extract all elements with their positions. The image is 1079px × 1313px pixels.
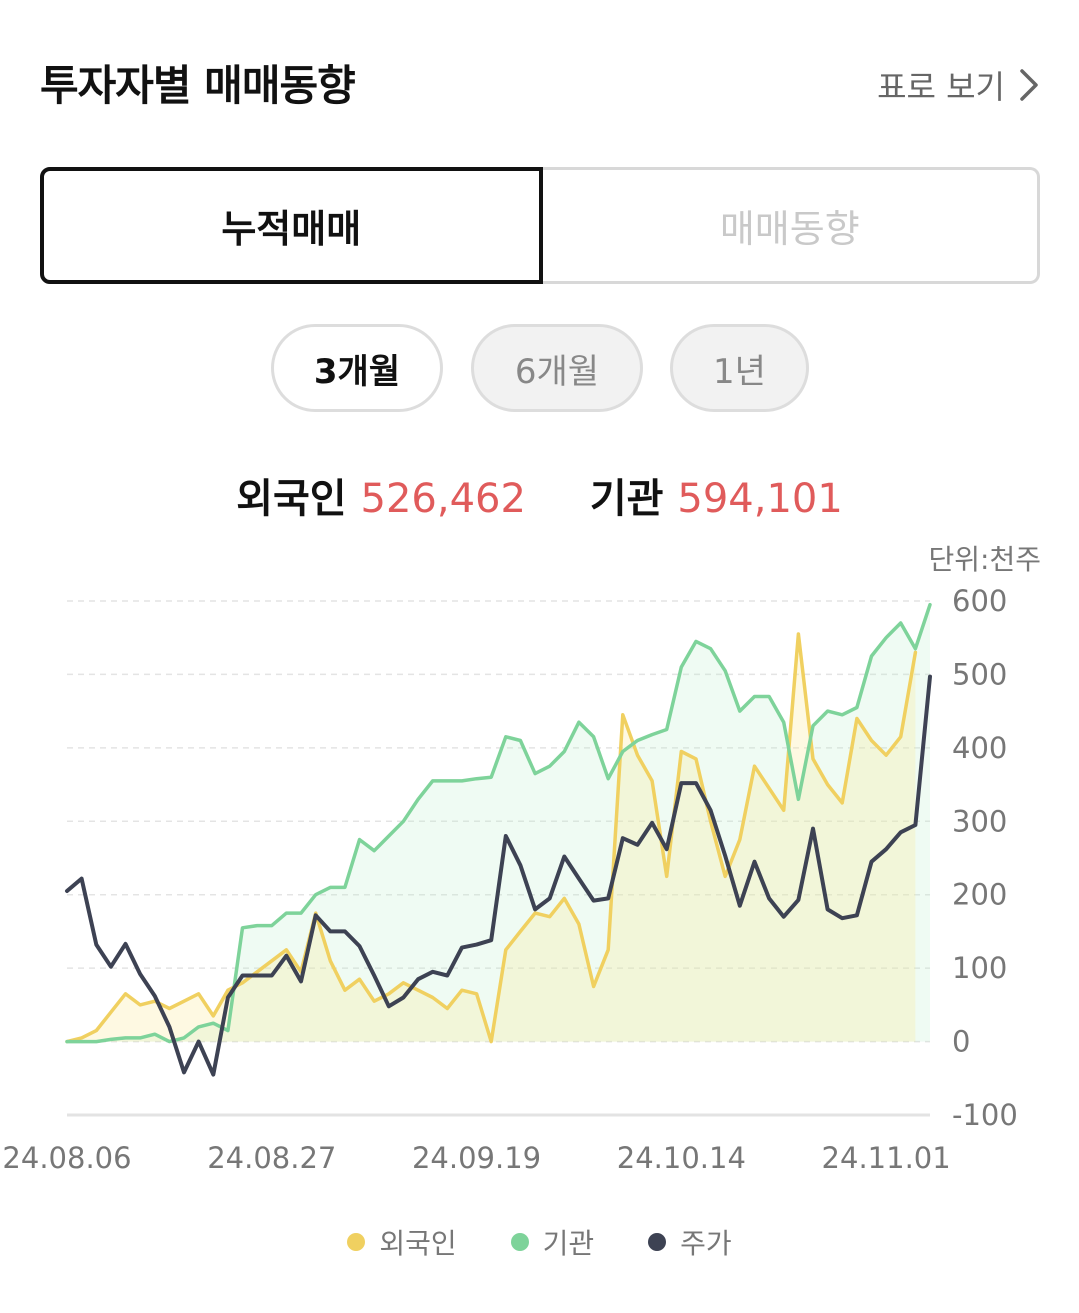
area-institution — [67, 604, 930, 1042]
legend-dot-foreign — [347, 1233, 366, 1251]
foreign-label: 외국인 — [236, 476, 347, 522]
legend-dot-price — [648, 1233, 667, 1251]
y-tick-label: 500 — [952, 657, 1007, 691]
x-tick-label: 24.10.14 — [617, 1141, 746, 1175]
period-6m-button[interactable]: 6개월 — [471, 324, 643, 412]
y-tick-label: 100 — [952, 951, 1007, 985]
series-line-institution[interactable] — [65, 602, 932, 1044]
page-title: 투자자별 매매동향 — [40, 61, 356, 110]
period-selector: 3개월 6개월 1년 — [0, 324, 1079, 416]
period-3m-button[interactable]: 3개월 — [271, 324, 443, 412]
x-tick-label: 24.11.01 — [822, 1141, 951, 1175]
legend-label-foreign: 외국인 — [379, 1227, 457, 1260]
tab-cumulative[interactable]: 누적매매 — [40, 167, 543, 284]
legend-dot-institution — [510, 1233, 529, 1251]
unit-label: 단위:천주 — [928, 543, 1041, 576]
cumulative-summary: 외국인 526,462 기관 594,101 — [0, 466, 1079, 524]
foreign-value: 526,462 — [360, 476, 526, 522]
series-line-price[interactable] — [65, 674, 932, 1077]
area-foreign — [67, 634, 916, 1042]
header: 투자자별 매매동향 표로 보기 — [40, 52, 1039, 112]
view-table-link[interactable]: 표로 보기 — [877, 62, 1039, 108]
x-tick-label: 24.08.06 — [2, 1141, 131, 1175]
y-tick-label: 600 — [952, 584, 1007, 618]
y-tick-label: -100 — [952, 1098, 1018, 1132]
legend-item-foreign[interactable]: 외국인 — [347, 1222, 457, 1262]
legend-item-price[interactable]: 주가 — [648, 1222, 732, 1262]
investor-trend-chart: 600 500 400 300 200 100 0 -100 24.08.06 24.08.27 2… — [2, 584, 1018, 1175]
x-tick-label: 24.08.27 — [207, 1141, 336, 1175]
view-table-label: 표로 보기 — [877, 68, 1005, 106]
y-tick-label: 300 — [952, 804, 1007, 838]
legend-label-price: 주가 — [680, 1227, 732, 1260]
series-line-foreign[interactable] — [65, 632, 918, 1044]
y-tick-label: 200 — [952, 878, 1007, 912]
chevron-right-icon — [1020, 69, 1038, 101]
view-mode-tabs: 누적매매 매매동향 — [40, 167, 1040, 284]
period-1y-button[interactable]: 1년 — [670, 324, 809, 412]
tab-trend[interactable]: 매매동향 — [542, 167, 1040, 284]
legend-label-institution: 기관 — [542, 1227, 595, 1260]
legend-item-institution[interactable]: 기관 — [510, 1222, 595, 1262]
x-tick-label: 24.09.19 — [412, 1141, 541, 1175]
chart-legend: 외국인 기관 주가 — [0, 1222, 1079, 1262]
y-tick-label: 0 — [952, 1025, 970, 1059]
institution-value: 594,101 — [677, 476, 843, 522]
y-tick-label: 400 — [952, 731, 1007, 765]
institution-label: 기관 — [589, 476, 664, 522]
